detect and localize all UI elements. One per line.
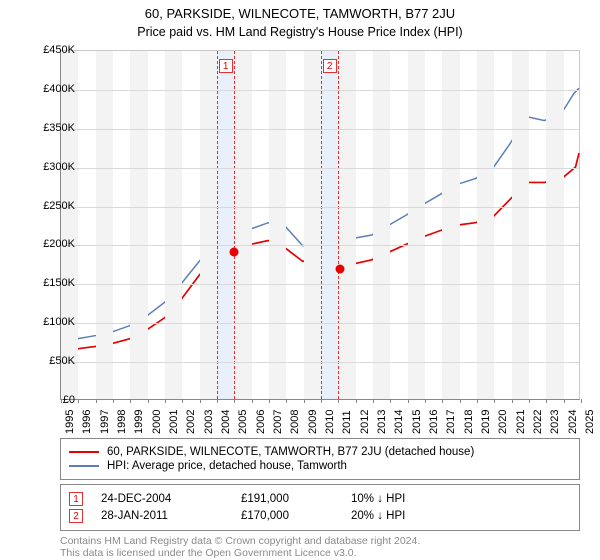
y-axis-label: £400K bbox=[43, 83, 75, 95]
x-axis-label: 2011 bbox=[341, 410, 353, 434]
x-axis-label: 1997 bbox=[99, 410, 111, 434]
y-axis-label: £450K bbox=[43, 44, 75, 56]
plot-area: 12 bbox=[60, 50, 580, 400]
x-axis-label: 2009 bbox=[307, 410, 319, 434]
x-axis-label: 2024 bbox=[567, 410, 579, 434]
x-axis-label: 2017 bbox=[445, 410, 457, 434]
y-axis-label: £200K bbox=[43, 238, 75, 250]
x-axis-label: 2021 bbox=[515, 410, 527, 434]
x-axis-label: 2008 bbox=[289, 410, 301, 434]
y-axis-label: £150K bbox=[43, 277, 75, 289]
sale-row-marker: 2 bbox=[69, 509, 83, 523]
x-axis-label: 2006 bbox=[255, 410, 267, 434]
x-axis-label: 2013 bbox=[376, 410, 388, 434]
footer-credits: Contains HM Land Registry data © Crown c… bbox=[60, 535, 580, 559]
x-axis-label: 2022 bbox=[532, 410, 544, 434]
sale-point-1 bbox=[229, 248, 238, 257]
y-axis-label: £300K bbox=[43, 161, 75, 173]
sale-date: 24-DEC-2004 bbox=[101, 493, 241, 505]
x-axis-label: 2004 bbox=[220, 410, 232, 434]
x-axis-label: 2002 bbox=[185, 410, 197, 434]
y-axis-label: £350K bbox=[43, 122, 75, 134]
sale-marker-2: 2 bbox=[323, 59, 337, 73]
legend-label: 60, PARKSIDE, WILNECOTE, TAMWORTH, B77 2… bbox=[107, 446, 474, 458]
x-axis-label: 2018 bbox=[463, 410, 475, 434]
x-axis-label: 1996 bbox=[81, 410, 93, 434]
x-axis-label: 2005 bbox=[237, 410, 249, 434]
footer-line1: Contains HM Land Registry data © Crown c… bbox=[60, 535, 580, 547]
sale-price: £191,000 bbox=[241, 493, 351, 505]
y-axis-label: £50K bbox=[49, 355, 75, 367]
x-axis-label: 1999 bbox=[133, 410, 145, 434]
legend-label: HPI: Average price, detached house, Tamw… bbox=[107, 460, 347, 472]
x-axis-label: 1998 bbox=[116, 410, 128, 434]
x-axis-label: 2003 bbox=[203, 410, 215, 434]
x-axis-label: 1995 bbox=[64, 410, 76, 434]
x-axis-label: 2016 bbox=[428, 410, 440, 434]
x-axis-label: 2007 bbox=[272, 410, 284, 434]
x-axis-label: 2000 bbox=[151, 410, 163, 434]
sale-row-marker: 1 bbox=[69, 492, 83, 506]
x-axis-label: 2015 bbox=[411, 410, 423, 434]
x-axis-label: 2001 bbox=[168, 410, 180, 434]
x-axis-label: 2020 bbox=[497, 410, 509, 434]
sale-hpi-delta: 10% ↓ HPI bbox=[351, 493, 571, 505]
sale-row: 2 28-JAN-2011£170,00020% ↓ HPI bbox=[69, 509, 571, 523]
chart-title: 60, PARKSIDE, WILNECOTE, TAMWORTH, B77 2… bbox=[0, 0, 600, 21]
sales-table: 1 24-DEC-2004£191,00010% ↓ HPI 2 28-JAN-201… bbox=[60, 484, 580, 531]
sale-date: 28-JAN-2011 bbox=[101, 510, 241, 522]
sale-marker-1: 1 bbox=[219, 59, 233, 73]
y-axis-label: £0 bbox=[63, 394, 75, 406]
x-axis-label: 2010 bbox=[324, 410, 336, 434]
sale-point-2 bbox=[335, 264, 344, 273]
chart-subtitle: Price paid vs. HM Land Registry's House … bbox=[0, 21, 600, 45]
x-axis-label: 2019 bbox=[480, 410, 492, 434]
x-axis-label: 2025 bbox=[584, 410, 596, 434]
sale-hpi-delta: 20% ↓ HPI bbox=[351, 510, 571, 522]
footer-line2: This data is licensed under the Open Gov… bbox=[60, 547, 580, 559]
legend-item: HPI: Average price, detached house, Tamw… bbox=[69, 460, 571, 472]
legend-box: 60, PARKSIDE, WILNECOTE, TAMWORTH, B77 2… bbox=[60, 438, 580, 480]
x-axis-label: 2023 bbox=[549, 410, 561, 434]
chart-container: 60, PARKSIDE, WILNECOTE, TAMWORTH, B77 2… bbox=[0, 0, 600, 560]
sale-row: 1 24-DEC-2004£191,00010% ↓ HPI bbox=[69, 492, 571, 506]
x-axis-label: 2014 bbox=[393, 410, 405, 434]
x-axis-label: 2012 bbox=[359, 410, 371, 434]
y-axis-label: £100K bbox=[43, 316, 75, 328]
legend-item: 60, PARKSIDE, WILNECOTE, TAMWORTH, B77 2… bbox=[69, 446, 571, 458]
y-axis-label: £250K bbox=[43, 200, 75, 212]
sale-price: £170,000 bbox=[241, 510, 351, 522]
